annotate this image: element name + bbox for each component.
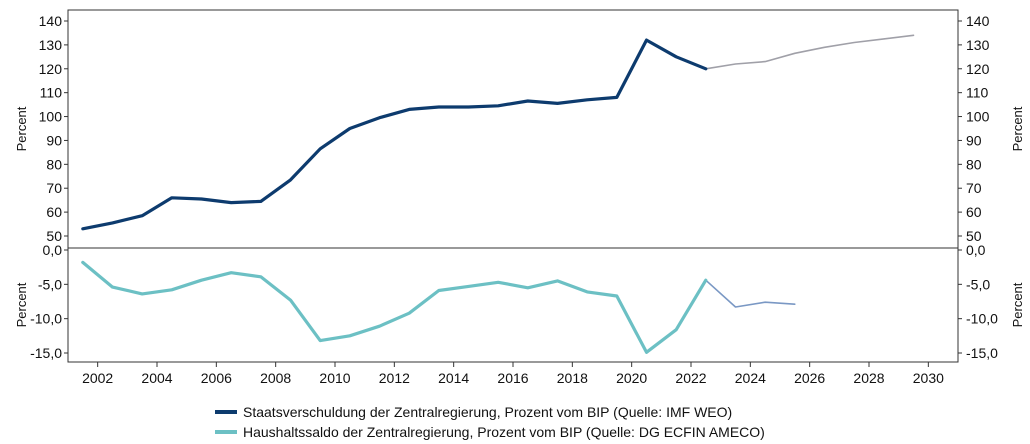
top-y-tick-label-right: 140 — [966, 13, 990, 29]
top-y-tick-label-left: 140 — [39, 13, 63, 29]
bottom-y-tick-label-right: -5,0 — [966, 276, 990, 292]
top-y-tick-label-right: 90 — [966, 132, 982, 148]
top-y-tick-label-left: 90 — [46, 132, 62, 148]
bottom-y-axis-label-right: Percent — [1010, 282, 1025, 327]
top-y-tick-label-left: 130 — [39, 37, 63, 53]
top-y-tick-label-right: 50 — [966, 228, 982, 244]
plot-frame — [67, 9, 959, 363]
series-debt-forecast-line — [704, 34, 915, 70]
x-tick-label: 2012 — [379, 370, 410, 386]
x-tick-label: 2030 — [913, 370, 944, 386]
series-balance-line — [81, 260, 708, 354]
series-balance-forecast-line — [704, 279, 796, 308]
legend-item-debt: Staatsverschuldung der Zentralregierung,… — [215, 402, 765, 422]
series-debt-line — [81, 38, 708, 231]
x-tick-label: 2006 — [201, 370, 232, 386]
x-tick-label: 2010 — [319, 370, 350, 386]
top-y-axis: 50 50 60 60 70 70 80 80 90 90 100 100 110 110 120 120 13… — [39, 13, 990, 244]
legend: Staatsverschuldung der Zentralregierung,… — [215, 402, 765, 442]
top-y-tick-label-right: 100 — [966, 109, 990, 125]
bottom-y-axis: 0,0 0,0 -5,0 -5,0 -10,0 -10,0 -15,0 -15,0 — [30, 242, 998, 361]
x-tick-label: 2020 — [616, 370, 647, 386]
top-y-axis-label-right: Percent — [1010, 106, 1025, 151]
top-y-tick-label-left: 60 — [46, 204, 62, 220]
top-y-tick-label-right: 80 — [966, 156, 982, 172]
legend-swatch-balance — [215, 430, 237, 434]
x-tick-label: 2002 — [82, 370, 113, 386]
x-tick-label: 2016 — [497, 370, 528, 386]
legend-swatch-debt — [215, 410, 237, 414]
legend-label-debt: Staatsverschuldung der Zentralregierung,… — [243, 404, 733, 420]
x-axis: 2002 2004 2006 2008 2010 2012 2014 2016 2018 2020… — [82, 362, 944, 386]
top-y-tick-label-right: 130 — [966, 37, 990, 53]
top-y-tick-label-right: 120 — [966, 61, 990, 77]
x-tick-label: 2004 — [141, 370, 172, 386]
bottom-y-axis-label-left: Percent — [14, 282, 29, 327]
x-tick-label: 2008 — [260, 370, 291, 386]
bottom-y-tick-label-right: -10,0 — [966, 311, 998, 327]
series-lines — [81, 34, 915, 354]
top-y-tick-label-right: 110 — [966, 85, 989, 101]
top-y-axis-label-left: Percent — [14, 106, 29, 151]
bottom-y-tick-label-left: -10,0 — [30, 311, 62, 327]
bottom-y-tick-label-right: -15,0 — [966, 345, 998, 361]
x-tick-label: 2026 — [794, 370, 825, 386]
x-tick-label: 2018 — [557, 370, 588, 386]
top-y-tick-label-left: 110 — [40, 85, 63, 101]
x-tick-label: 2022 — [675, 370, 706, 386]
top-y-tick-label-right: 60 — [966, 204, 982, 220]
x-tick-label: 2024 — [735, 370, 766, 386]
top-y-tick-label-left: 100 — [39, 109, 63, 125]
bottom-y-tick-label-left: -15,0 — [30, 345, 62, 361]
bottom-y-tick-label-left: -5,0 — [38, 276, 62, 292]
bottom-y-tick-label-right: 0,0 — [966, 242, 986, 258]
top-y-tick-label-left: 70 — [46, 180, 62, 196]
bottom-y-tick-label-left: 0,0 — [43, 242, 63, 258]
top-y-tick-label-left: 50 — [46, 228, 62, 244]
legend-item-balance: Haushaltssaldo der Zentralregierung, Pro… — [215, 422, 765, 442]
x-tick-label: 2028 — [853, 370, 884, 386]
plot-border — [67, 9, 959, 363]
top-y-tick-label-left: 120 — [39, 61, 63, 77]
top-y-tick-label-right: 70 — [966, 180, 982, 196]
top-y-tick-label-left: 80 — [46, 156, 62, 172]
x-tick-label: 2014 — [438, 370, 469, 386]
legend-label-balance: Haushaltssaldo der Zentralregierung, Pro… — [243, 424, 765, 440]
